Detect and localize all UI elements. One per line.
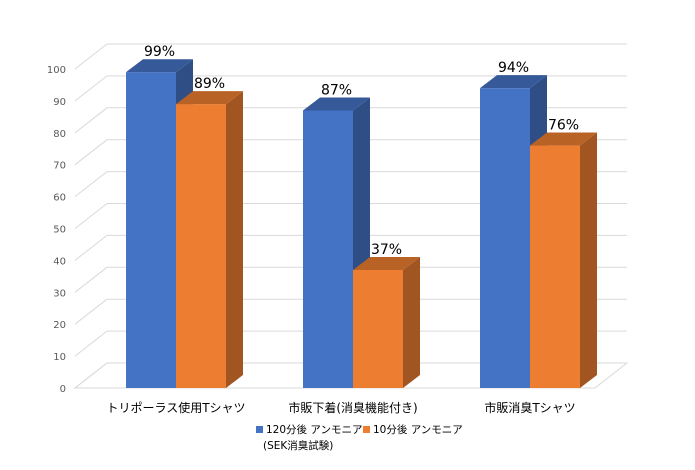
bar-front-face bbox=[353, 269, 403, 388]
bar bbox=[176, 91, 243, 388]
gridline-diagonal bbox=[74, 298, 108, 325]
legend: 120分後 アンモニア (SEK消臭試験) 10分後 アンモニア bbox=[256, 423, 463, 452]
bar-front-face bbox=[176, 104, 226, 388]
y-tick-label: 20 bbox=[53, 320, 66, 331]
y-tick-label: 80 bbox=[53, 129, 66, 140]
gridline-diagonal bbox=[74, 107, 108, 134]
gridline-diagonal bbox=[74, 139, 108, 166]
data-label: 94% bbox=[498, 60, 529, 76]
y-tick-label: 100 bbox=[47, 65, 66, 76]
bar bbox=[353, 256, 420, 388]
legend-swatch bbox=[363, 426, 370, 433]
y-axis-ticks: 0 10 20 30 40 50 60 70 80 90 100 bbox=[47, 65, 66, 395]
bar-side-face bbox=[226, 91, 243, 388]
y-tick-label: 60 bbox=[53, 193, 66, 204]
x-category-label: 市販下着(消臭機能付き) bbox=[288, 400, 417, 415]
y-tick-label: 40 bbox=[53, 256, 66, 267]
y-tick-label: 0 bbox=[60, 384, 66, 395]
gridline-diagonal bbox=[74, 75, 108, 102]
bar-side-face bbox=[403, 256, 420, 388]
y-tick-label: 50 bbox=[53, 225, 66, 236]
bar-top-face bbox=[530, 132, 597, 146]
gridline-diagonal bbox=[74, 203, 108, 229]
data-label: 89% bbox=[194, 76, 225, 92]
bar-front-face bbox=[126, 72, 176, 388]
y-tick-label: 70 bbox=[53, 161, 66, 172]
y-tick-label: 90 bbox=[53, 97, 66, 108]
legend-item: 120分後 アンモニア (SEK消臭試験) bbox=[256, 423, 362, 452]
gridline-diagonal bbox=[74, 171, 108, 197]
bar-front-face bbox=[480, 88, 530, 388]
legend-swatch bbox=[256, 426, 263, 433]
bars bbox=[126, 59, 597, 388]
bar-side-face bbox=[580, 132, 597, 388]
bar-front-face bbox=[303, 110, 353, 388]
legend-label: 120分後 アンモニア bbox=[266, 423, 362, 436]
y-tick-label: 10 bbox=[53, 352, 66, 363]
bar-top-face bbox=[353, 256, 420, 270]
gridline-diagonal bbox=[74, 235, 108, 261]
legend-label: 10分後 アンモニア bbox=[373, 423, 463, 436]
gridline-diagonal bbox=[74, 43, 108, 70]
data-label: 87% bbox=[321, 82, 352, 98]
legend-label-line2: (SEK消臭試験) bbox=[263, 439, 333, 452]
data-label: 37% bbox=[371, 242, 402, 258]
gridline-diagonal bbox=[74, 362, 108, 389]
data-label: 99% bbox=[144, 44, 175, 60]
bar-top-face bbox=[126, 59, 193, 73]
bar-top-face bbox=[303, 97, 370, 111]
x-category-label: 市販消臭Tシャツ bbox=[484, 400, 575, 415]
bar bbox=[530, 132, 597, 388]
data-label: 76% bbox=[548, 118, 579, 134]
data-labels: 99% 89% 87% 37% 94% 76% bbox=[144, 44, 579, 258]
gridline-diagonal bbox=[74, 330, 108, 357]
x-axis-categories: トリポーラス使用Tシャツ 市販下着(消臭機能付き) 市販消臭Tシャツ bbox=[106, 400, 575, 415]
legend-item: 10分後 アンモニア bbox=[363, 423, 463, 436]
bar-top-face bbox=[480, 75, 547, 89]
x-category-label: トリポーラス使用Tシャツ bbox=[106, 400, 245, 415]
bar-top-face bbox=[176, 91, 243, 105]
gridline-diagonal bbox=[74, 266, 108, 293]
bar-front-face bbox=[530, 145, 580, 388]
y-tick-label: 30 bbox=[53, 288, 66, 299]
